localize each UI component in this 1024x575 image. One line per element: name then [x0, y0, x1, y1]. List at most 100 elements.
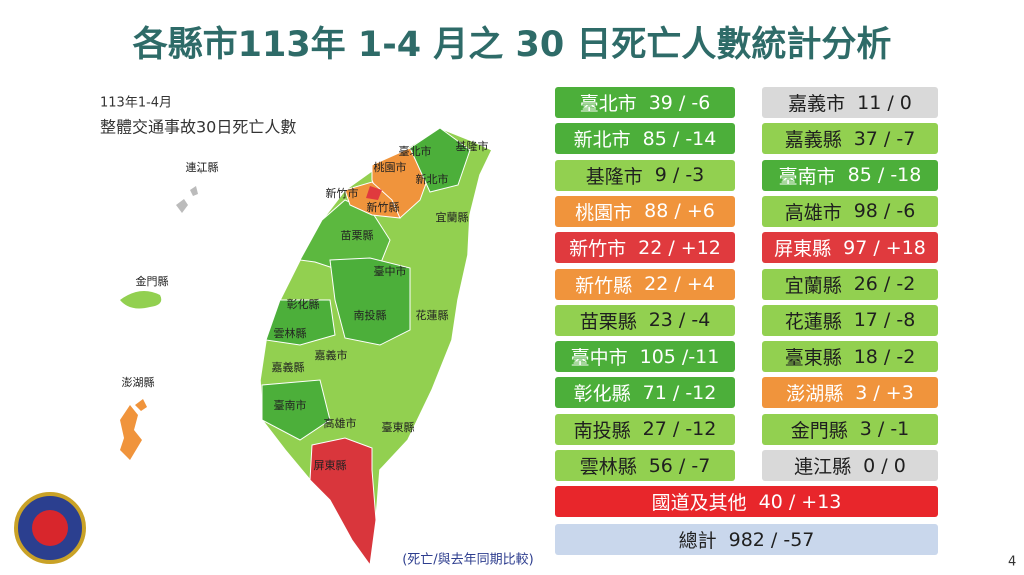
region-shape — [299, 199, 391, 273]
map-label: 屏東縣 — [314, 459, 347, 472]
logo-inner — [32, 510, 68, 546]
badge-value: 26 / -2 — [853, 273, 916, 295]
badge-name: 彰化縣 — [573, 383, 631, 406]
badge-name: 嘉義縣 — [784, 129, 842, 152]
stat-badge: 臺中市 105 /-11 — [555, 341, 735, 373]
badge-value: 3 / -1 — [859, 418, 910, 441]
map-label: 臺南市 — [274, 398, 307, 412]
badge-value: 105 /-11 — [639, 345, 720, 368]
badge-name: 高雄市 — [784, 201, 842, 224]
region-shape — [409, 127, 471, 193]
badge-value: 9 / -3 — [654, 164, 705, 187]
map-label: 連江縣 — [186, 160, 219, 174]
stat-badge: 臺南市 85 / -18 — [762, 159, 938, 191]
map-label: 苗栗縣 — [341, 229, 374, 242]
stat-badge: 國道及其他 40 / +13 — [555, 486, 938, 517]
page-number: 4 — [1008, 555, 1016, 570]
badge-value: 18 / -2 — [853, 345, 916, 368]
map-label: 宜蘭縣 — [436, 210, 469, 224]
badge-value: 27 / -12 — [642, 418, 717, 441]
map-label: 嘉義市 — [315, 348, 348, 362]
stat-badge: 南投縣 27 / -12 — [555, 413, 735, 445]
badge-value: 98 / -6 — [853, 200, 916, 223]
badge-name: 國道及其他 — [651, 492, 747, 514]
stat-badge: 雲林縣 56 / -7 — [555, 450, 735, 481]
badge-name: 新北市 — [573, 129, 631, 152]
stat-badge: 彰化縣 71 / -12 — [555, 377, 735, 409]
region-shape — [329, 257, 411, 346]
stat-badge: 新竹市 22 / +12 — [555, 232, 735, 264]
map-period: 113年1-4月 — [100, 96, 172, 111]
badge-name: 嘉義市 — [788, 93, 846, 115]
map-label: 新北市 — [416, 172, 449, 186]
map-label: 基隆市 — [456, 139, 489, 153]
badge-name: 連江縣 — [794, 456, 852, 478]
stat-badge: 新北市 85 / -14 — [555, 123, 735, 155]
map-label: 澎湖縣 — [122, 376, 155, 389]
stat-badge: 高雄市 98 / -6 — [762, 195, 938, 227]
badge-value: 23 / -4 — [648, 309, 711, 332]
badge-value: 0 / 0 — [863, 454, 906, 477]
map-label: 桃園市 — [374, 160, 407, 174]
stat-badge: 嘉義市 11 / 0 — [762, 87, 938, 118]
badge-value: 85 / -18 — [847, 164, 922, 187]
region-shape — [265, 299, 336, 346]
map-label: 高雄市 — [324, 416, 357, 430]
badge-name: 新竹縣 — [575, 274, 633, 297]
badge-name: 臺中市 — [570, 347, 628, 370]
map-label: 嘉義縣 — [272, 360, 305, 374]
badge-value: 85 / -14 — [642, 127, 717, 150]
map-label: 花蓮縣 — [416, 308, 449, 322]
map-label: 臺北市 — [399, 144, 432, 158]
badge-name: 金門縣 — [790, 419, 848, 442]
badge-name: 雲林縣 — [579, 456, 637, 478]
badge-value: 71 / -12 — [642, 381, 717, 404]
stat-badge: 連江縣 0 / 0 — [762, 450, 938, 481]
badge-name: 臺北市 — [579, 93, 637, 115]
badge-name: 澎湖縣 — [786, 383, 844, 406]
stat-badge: 總計 982 / -57 — [555, 524, 938, 555]
stat-badge: 臺北市 39 / -6 — [555, 87, 735, 118]
badge-value: 97 / +18 — [843, 236, 926, 259]
stat-badge: 花蓮縣 17 / -8 — [762, 304, 938, 336]
badge-name: 臺東縣 — [784, 347, 842, 370]
map-label: 新竹縣 — [367, 200, 400, 214]
badge-value: 39 / -6 — [648, 91, 711, 114]
island-shape — [120, 399, 147, 460]
badge-name: 屏東縣 — [774, 238, 832, 261]
badge-value: 37 / -7 — [853, 127, 916, 150]
map-note: (死亡/與去年同期比較) — [402, 553, 534, 568]
badge-value: 982 / -57 — [728, 528, 815, 551]
island-shape — [120, 291, 162, 309]
stat-badge: 澎湖縣 3 / +3 — [762, 377, 938, 409]
badge-value: 11 / 0 — [857, 91, 912, 114]
stat-badge: 嘉義縣 37 / -7 — [762, 123, 938, 155]
badge-name: 新竹市 — [569, 238, 627, 261]
stat-badge: 屏東縣 97 / +18 — [762, 232, 938, 264]
region-shape — [261, 379, 331, 441]
map-label: 臺東縣 — [382, 420, 415, 434]
badge-name: 苗栗縣 — [579, 310, 637, 333]
stat-badge: 宜蘭縣 26 / -2 — [762, 268, 938, 300]
badge-value: 56 / -7 — [648, 454, 711, 477]
map-label: 南投縣 — [354, 308, 387, 322]
map-label: 彰化縣 — [287, 297, 320, 311]
region-shape — [344, 181, 401, 219]
badge-value: 40 / +13 — [758, 490, 842, 513]
badge-name: 臺南市 — [778, 165, 836, 188]
badge-value: 17 / -8 — [853, 309, 916, 332]
badge-name: 總計 — [678, 530, 717, 552]
badge-name: 基隆市 — [585, 165, 643, 188]
map-label: 雲林縣 — [274, 326, 307, 340]
stat-badge: 基隆市 9 / -3 — [555, 159, 735, 191]
badge-name: 花蓮縣 — [784, 310, 842, 333]
region-shape — [366, 186, 382, 200]
badge-value: 22 / +4 — [644, 273, 715, 295]
region-shape — [309, 437, 377, 567]
badge-value: 88 / +6 — [644, 200, 715, 223]
stat-badge: 桃園市 88 / +6 — [555, 195, 735, 227]
badge-value: 3 / +3 — [855, 381, 914, 404]
island-shape — [176, 168, 202, 213]
